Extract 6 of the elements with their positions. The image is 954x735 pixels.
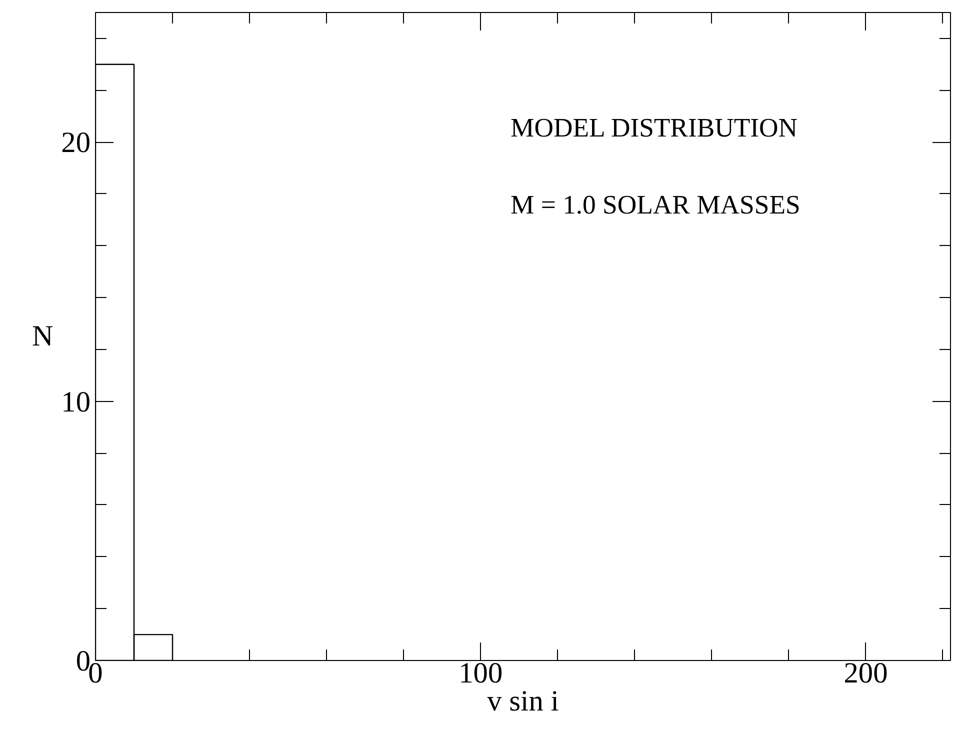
annotation: M = 1.0 SOLAR MASSES [510, 190, 800, 220]
x-tick-label: 200 [844, 658, 888, 690]
annotation: MODEL DISTRIBUTION [510, 112, 798, 142]
y-tick-label: 20 [61, 127, 90, 160]
y-axis-title: N [32, 320, 54, 352]
y-tick-label: 10 [61, 386, 90, 418]
